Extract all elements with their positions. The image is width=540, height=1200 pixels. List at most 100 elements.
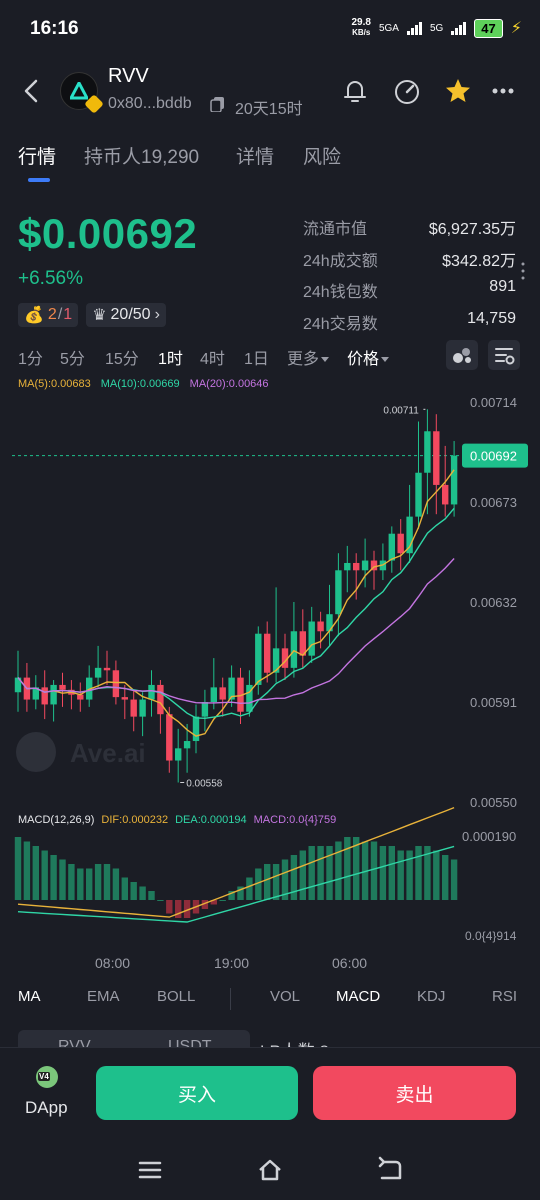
macd-axis-label: 0.000190: [462, 829, 516, 844]
chip1-separator: /: [57, 306, 63, 323]
macd-title: MACD(12,26,9): [18, 814, 95, 826]
interval-more-dropdown[interactable]: 更多: [287, 345, 330, 369]
battery-icon: 47: [474, 18, 503, 38]
time-label: 19:00: [214, 955, 250, 971]
dapp-icon[interactable]: V4: [36, 1066, 58, 1088]
macd-bar: [210, 900, 217, 905]
macd-bar: [442, 855, 449, 900]
more-options-icon[interactable]: [490, 76, 520, 106]
speedometer-icon[interactable]: [392, 76, 422, 106]
candle-body: [121, 697, 128, 700]
signal-icon-2: [451, 21, 467, 35]
favorite-star-icon[interactable]: [443, 76, 473, 106]
low-price-label: 0.00558: [186, 778, 223, 789]
stat-label: 24h成交额: [303, 252, 378, 270]
candle-body: [272, 648, 280, 673]
tab-market[interactable]: 行情: [18, 147, 57, 168]
ma5-line: [17, 469, 455, 737]
macd-bar: [424, 846, 431, 900]
indicator-boll[interactable]: BOLL: [157, 988, 196, 1005]
price-chart[interactable]: Ave.ai 0.00714 0.00673 0.00632 0.00591 0.0055…: [0, 390, 540, 950]
candle-body: [388, 533, 395, 561]
time-label: 08:00: [95, 955, 131, 971]
crown-chip[interactable]: ♛ 20/50 ›: [86, 303, 166, 327]
macd-bar: [308, 846, 315, 900]
candle-body: [335, 570, 342, 615]
tab-risk[interactable]: 风险: [303, 147, 342, 168]
token-address: 0x80...bddb: [108, 95, 192, 112]
bottom-action-bar: V4 DApp 买入 卖出: [0, 1048, 540, 1138]
indicator-tool-button[interactable]: [446, 340, 478, 370]
macd-bar: [59, 859, 66, 900]
price-axis-label: 0.00673: [470, 495, 517, 510]
stat-row: 24h钱包数 891: [303, 278, 516, 310]
candle-body: [415, 472, 422, 517]
chart-settings-button[interactable]: [488, 340, 520, 370]
bell-icon[interactable]: [340, 76, 370, 106]
menu-icon[interactable]: [136, 1156, 164, 1184]
indicator-ema[interactable]: EMA: [87, 988, 120, 1005]
tab-holders[interactable]: 持币人19,290: [84, 147, 200, 168]
candle-body: [397, 533, 404, 554]
interval-4h[interactable]: 4时: [200, 351, 225, 368]
candle-body: [175, 748, 182, 761]
interval-1h[interactable]: 1时: [158, 351, 183, 368]
price-mode-label: 价格: [347, 351, 380, 368]
indicator-vol[interactable]: VOL: [270, 988, 301, 1005]
candle-body: [166, 714, 173, 761]
candle-body: [433, 431, 440, 485]
candle-body: [281, 648, 289, 668]
vertical-dots-icon[interactable]: [521, 262, 525, 280]
token-logo-triangle-icon: [70, 82, 88, 100]
crown-icon: ♛: [92, 307, 107, 324]
candle-body: [308, 621, 315, 656]
current-price-tag-label: 0.00692: [470, 449, 517, 464]
money-bag-icon: 💰: [24, 307, 44, 324]
watermark-text: Ave.ai: [70, 738, 146, 768]
sell-button[interactable]: 卖出: [313, 1066, 516, 1120]
interval-selector: 1分 5分 15分 1时 4时 1日 更多 价格: [0, 343, 540, 371]
interval-15m[interactable]: 15分: [105, 351, 139, 368]
macd-bar: [175, 900, 182, 918]
macd-bar: [157, 900, 164, 901]
interval-1m[interactable]: 1分: [18, 351, 43, 368]
copy-icon[interactable]: [210, 96, 226, 112]
indicator-rsi[interactable]: RSI: [492, 988, 518, 1005]
stat-row: 24h交易数 14,759: [303, 310, 516, 342]
back-arrow-icon[interactable]: [20, 76, 44, 106]
stat-label: 24h交易数: [303, 315, 378, 333]
interval-1d[interactable]: 1日: [244, 351, 269, 368]
watermark-logo-icon: [16, 732, 56, 772]
candle-body: [299, 631, 306, 656]
candle-body: [406, 516, 413, 554]
macd-bar: [264, 864, 271, 900]
dapp-label[interactable]: DApp: [25, 1098, 68, 1117]
indicator-ma[interactable]: MA: [18, 988, 41, 1005]
macd-bar: [388, 846, 395, 900]
macd-bar: [353, 837, 360, 900]
price-axis-label: 0.00591: [470, 695, 517, 710]
candle-body: [255, 633, 262, 685]
candle-body: [450, 455, 458, 505]
status-icons: 29.8 KB/s 5GA 5G 47 ⚡: [351, 18, 522, 38]
price-axis-label: 0.00632: [470, 595, 517, 610]
macd-bar: [317, 846, 324, 900]
home-icon[interactable]: [256, 1156, 284, 1184]
tab-details[interactable]: 详情: [236, 147, 275, 168]
back-icon[interactable]: [376, 1156, 404, 1184]
macd-bar: [183, 900, 191, 918]
indicator-macd[interactable]: MACD: [336, 988, 381, 1005]
active-tab-indicator: [28, 178, 50, 182]
tag-chips: 💰 2/1 ♛ 20/50 ›: [18, 303, 166, 327]
money-bag-chip[interactable]: 💰 2/1: [18, 303, 79, 327]
buy-button[interactable]: 买入: [96, 1066, 298, 1120]
candle-body: [59, 684, 66, 690]
macd-bar: [370, 841, 378, 900]
circles-icon: [453, 348, 471, 363]
candle-body: [290, 631, 298, 668]
macd-bar: [23, 841, 31, 900]
price-mode-dropdown[interactable]: 价格: [347, 345, 390, 369]
interval-5m[interactable]: 5分: [60, 351, 85, 368]
macd-bar: [415, 846, 422, 900]
indicator-kdj[interactable]: KDJ: [417, 988, 446, 1005]
